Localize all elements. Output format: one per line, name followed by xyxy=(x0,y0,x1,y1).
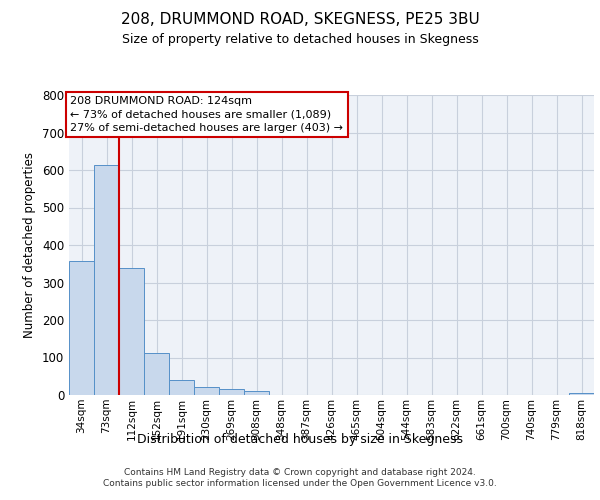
Bar xyxy=(144,352,169,395)
Bar xyxy=(169,380,194,395)
Text: Distribution of detached houses by size in Skegness: Distribution of detached houses by size … xyxy=(137,432,463,446)
Bar xyxy=(194,387,219,395)
Y-axis label: Number of detached properties: Number of detached properties xyxy=(23,152,37,338)
Bar xyxy=(69,261,94,395)
Bar xyxy=(219,390,244,395)
Text: Contains HM Land Registry data © Crown copyright and database right 2024.
Contai: Contains HM Land Registry data © Crown c… xyxy=(103,468,497,487)
Bar xyxy=(244,391,269,395)
Text: 208 DRUMMOND ROAD: 124sqm
← 73% of detached houses are smaller (1,089)
27% of se: 208 DRUMMOND ROAD: 124sqm ← 73% of detac… xyxy=(70,96,343,132)
Bar xyxy=(569,393,594,395)
Text: 208, DRUMMOND ROAD, SKEGNESS, PE25 3BU: 208, DRUMMOND ROAD, SKEGNESS, PE25 3BU xyxy=(121,12,479,28)
Bar xyxy=(119,268,144,395)
Bar xyxy=(94,165,119,395)
Text: Size of property relative to detached houses in Skegness: Size of property relative to detached ho… xyxy=(122,32,478,46)
